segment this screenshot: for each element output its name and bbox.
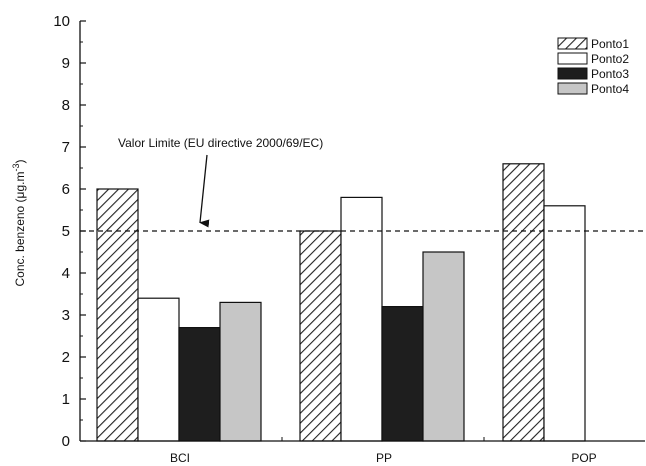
y-tick-label: 9 bbox=[62, 55, 70, 72]
legend-label-ponto4: Ponto4 bbox=[591, 82, 629, 96]
y-tick-label: 0 bbox=[62, 433, 70, 450]
axes-layer bbox=[79, 20, 645, 442]
bar-ponto1-bci bbox=[96, 188, 139, 442]
bar-ponto2-pp bbox=[340, 196, 383, 442]
y-axis-label-close: ) bbox=[13, 160, 27, 164]
bars-layer bbox=[96, 163, 586, 442]
bar-ponto1-pp bbox=[299, 230, 342, 442]
legend-label-ponto1: Ponto1 bbox=[591, 37, 629, 51]
y-axis-label-superscript: -3 bbox=[11, 164, 21, 172]
y-tick-label: 5 bbox=[62, 223, 70, 240]
y-tick-label: 10 bbox=[53, 13, 70, 30]
y-tick-label: 3 bbox=[62, 307, 70, 324]
y-tick-label: 4 bbox=[62, 265, 70, 282]
legend-swatch-ponto3 bbox=[557, 67, 588, 80]
bar-ponto1-pop bbox=[502, 163, 545, 442]
y-tick-label: 6 bbox=[62, 181, 70, 198]
bar-ponto3-bci bbox=[178, 327, 221, 442]
x-tick-label: BCI bbox=[170, 451, 190, 465]
bar-ponto4-pp bbox=[422, 251, 465, 442]
legend-label-ponto2: Ponto2 bbox=[591, 52, 629, 66]
legend-swatch-ponto4 bbox=[557, 82, 588, 95]
annotation-label: Valor Limite (EU directive 2000/69/EC) bbox=[118, 136, 323, 150]
x-tick-label: POP bbox=[571, 451, 596, 465]
bar-ponto2-pop bbox=[543, 205, 586, 442]
bar-ponto3-pp bbox=[381, 306, 424, 442]
legend-label-ponto3: Ponto3 bbox=[591, 67, 629, 81]
annotation-arrow bbox=[199, 154, 210, 228]
y-tick-label: 7 bbox=[62, 139, 70, 156]
y-axis-label: Conc. benzeno (μg.m-3) bbox=[11, 160, 27, 287]
bar-ponto2-bci bbox=[137, 297, 180, 442]
y-axis-label-main: Conc. benzeno (μg.m bbox=[13, 172, 27, 287]
y-tick-label: 1 bbox=[62, 391, 70, 408]
y-tick-label: 8 bbox=[62, 97, 70, 114]
bar-ponto4-bci bbox=[219, 301, 262, 442]
y-tick-label: 2 bbox=[62, 349, 70, 366]
x-tick-label: PP bbox=[376, 451, 392, 465]
labels-layer: 0 1 2 3 4 5 6 7 8 9 10 BCI PP POP Conc. benzeno (μg.m-… bbox=[11, 13, 597, 465]
legend-swatch-ponto2 bbox=[557, 52, 588, 65]
legend-swatch-ponto1 bbox=[557, 37, 588, 50]
